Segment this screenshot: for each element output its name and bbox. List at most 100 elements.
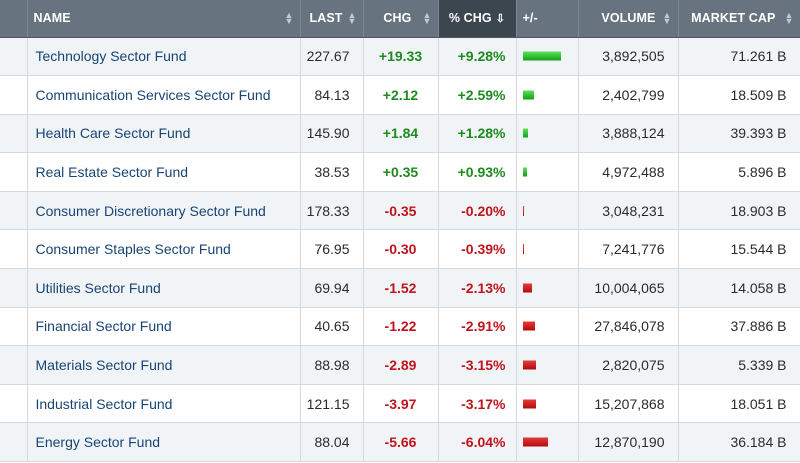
market-cap-value: 36.184 B: [678, 422, 800, 463]
column-header-last[interactable]: LAST ▲ ▼: [300, 0, 364, 38]
column-header-bar[interactable]: +/-: [516, 0, 579, 38]
table-row[interactable]: Communication Services Sector Fund 84.13 +…: [0, 75, 800, 115]
change-bar-cell: [516, 345, 579, 385]
market-cap-value: 5.339 B: [678, 345, 800, 385]
table-row[interactable]: Technology Sector Fund 227.67 +19.33 +9.28%…: [0, 37, 800, 77]
last-price: 227.67: [300, 37, 364, 77]
percent-change: +9.28%: [438, 37, 517, 77]
sort-toggle-icon: ▲ ▼: [784, 10, 794, 27]
sort-toggle-icon: ▲ ▼: [422, 10, 432, 27]
column-header-chg[interactable]: CHG ▲ ▼: [363, 0, 439, 38]
row-selector[interactable]: [0, 345, 28, 385]
change-value: -0.30: [363, 229, 439, 270]
table-row[interactable]: Consumer Staples Sector Fund 76.95 -0.30 -0…: [0, 229, 800, 270]
table-row[interactable]: Financial Sector Fund 40.65 -1.22 -2.91% 27,…: [0, 307, 800, 347]
percent-change: -2.91%: [438, 307, 517, 347]
column-header-last-label: LAST: [309, 11, 343, 26]
volume-value: 15,207,868: [578, 384, 679, 424]
header-row: NAME ▲ ▼ LAST ▲ ▼ CHG ▲ ▼ % CHG ⇩ +/- VOLUME…: [0, 0, 800, 38]
change-value: -1.52: [363, 268, 439, 308]
volume-value: 27,846,078: [578, 307, 679, 347]
fund-name-link[interactable]: Industrial Sector Fund: [27, 384, 301, 424]
change-value: +0.35: [363, 152, 439, 192]
percent-change: -2.13%: [438, 268, 517, 308]
column-header-market-cap-label: MARKET CAP: [691, 11, 776, 26]
column-header-pct-chg[interactable]: % CHG ⇩: [438, 0, 517, 38]
last-price: 84.13: [300, 75, 364, 115]
fund-name-link[interactable]: Real Estate Sector Fund: [27, 152, 301, 192]
column-header-volume[interactable]: VOLUME ▲ ▼: [578, 0, 679, 38]
row-selector[interactable]: [0, 114, 28, 154]
volume-value: 3,892,505: [578, 37, 679, 77]
market-cap-value: 71.261 B: [678, 37, 800, 77]
volume-value: 12,870,190: [578, 422, 679, 463]
percent-change: -6.04%: [438, 422, 517, 463]
change-bar-cell: [516, 114, 579, 154]
row-selector[interactable]: [0, 37, 28, 77]
volume-value: 2,820,075: [578, 345, 679, 385]
change-bar-cell: [516, 268, 579, 308]
volume-value: 3,048,231: [578, 191, 679, 231]
market-cap-value: 18.509 B: [678, 75, 800, 115]
row-selector[interactable]: [0, 75, 28, 115]
last-price: 121.15: [300, 384, 364, 424]
row-selector-header: [0, 0, 28, 38]
table-row[interactable]: Industrial Sector Fund 121.15 -3.97 -3.17% 1…: [0, 384, 800, 424]
change-value: +1.84: [363, 114, 439, 154]
last-price: 88.04: [300, 422, 364, 463]
volume-value: 3,888,124: [578, 114, 679, 154]
change-bar-cell: [516, 307, 579, 347]
last-price: 88.98: [300, 345, 364, 385]
column-header-name[interactable]: NAME ▲ ▼: [27, 0, 301, 38]
change-value: -5.66: [363, 422, 439, 463]
column-header-bar-label: +/-: [522, 11, 538, 26]
row-selector[interactable]: [0, 384, 28, 424]
market-cap-value: 18.903 B: [678, 191, 800, 231]
percent-change: -3.15%: [438, 345, 517, 385]
volume-value: 2,402,799: [578, 75, 679, 115]
change-value: +19.33: [363, 37, 439, 77]
fund-name-link[interactable]: Communication Services Sector Fund: [27, 75, 301, 115]
fund-name-link[interactable]: Financial Sector Fund: [27, 307, 301, 347]
change-bar: [522, 283, 532, 293]
change-bar-cell: [516, 384, 579, 424]
table-row[interactable]: Real Estate Sector Fund 38.53 +0.35 +0.93% 4…: [0, 152, 800, 192]
change-bar-cell: [516, 37, 579, 77]
row-selector[interactable]: [0, 152, 28, 192]
fund-name-link[interactable]: Consumer Staples Sector Fund: [27, 229, 301, 270]
table-row[interactable]: Energy Sector Fund 88.04 -5.66 -6.04% 12,870…: [0, 422, 800, 463]
fund-name-link[interactable]: Utilities Sector Fund: [27, 268, 301, 308]
row-selector[interactable]: [0, 268, 28, 308]
last-price: 69.94: [300, 268, 364, 308]
change-bar: [522, 437, 548, 447]
table-row[interactable]: Utilities Sector Fund 69.94 -1.52 -2.13% 10,…: [0, 268, 800, 308]
last-price: 40.65: [300, 307, 364, 347]
column-header-market-cap[interactable]: MARKET CAP ▲ ▼: [678, 0, 800, 38]
sort-toggle-icon: ▲ ▼: [347, 10, 357, 27]
change-bar: [522, 51, 561, 61]
row-selector[interactable]: [0, 422, 28, 463]
percent-change: -3.17%: [438, 384, 517, 424]
market-cap-value: 39.393 B: [678, 114, 800, 154]
column-header-pct-chg-label: % CHG: [448, 11, 492, 26]
fund-name-link[interactable]: Consumer Discretionary Sector Fund: [27, 191, 301, 231]
last-price: 178.33: [300, 191, 364, 231]
percent-change: +0.93%: [438, 152, 517, 192]
row-selector[interactable]: [0, 229, 28, 270]
percent-change: +1.28%: [438, 114, 517, 154]
table-row[interactable]: Materials Sector Fund 88.98 -2.89 -3.15% 2,8…: [0, 345, 800, 385]
row-selector[interactable]: [0, 191, 28, 231]
sort-toggle-icon: ▲ ▼: [284, 10, 294, 27]
fund-name-link[interactable]: Energy Sector Fund: [27, 422, 301, 463]
fund-name-link[interactable]: Materials Sector Fund: [27, 345, 301, 385]
market-cap-value: 14.058 B: [678, 268, 800, 308]
fund-name-link[interactable]: Health Care Sector Fund: [27, 114, 301, 154]
row-selector[interactable]: [0, 307, 28, 347]
volume-value: 7,241,776: [578, 229, 679, 270]
column-header-name-label: NAME: [33, 11, 71, 26]
table-row[interactable]: Health Care Sector Fund 145.90 +1.84 +1.28%…: [0, 114, 800, 154]
change-value: -3.97: [363, 384, 439, 424]
fund-name-link[interactable]: Technology Sector Fund: [27, 37, 301, 77]
table-row[interactable]: Consumer Discretionary Sector Fund 178.33…: [0, 191, 800, 231]
